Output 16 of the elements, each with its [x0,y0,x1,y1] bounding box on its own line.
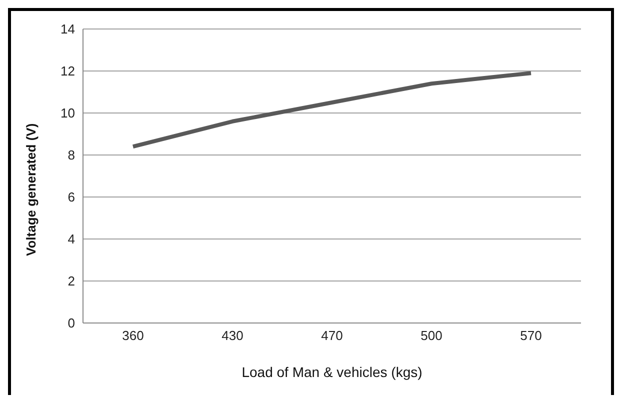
y-tick-label: 4 [68,232,75,247]
y-tick-label: 10 [60,106,75,121]
y-tick-label: 6 [68,190,75,205]
y-tick-label: 0 [68,316,75,331]
x-axis-title: Load of Man & vehicles (kgs) [242,364,422,380]
y-tick-label: 12 [60,64,75,79]
y-tick-label: 2 [68,274,75,289]
x-tick-label: 430 [222,328,244,344]
x-tick-label: 570 [520,328,542,344]
x-tick-label: 360 [122,328,144,344]
x-tick-label: 500 [420,328,442,344]
y-axis-title: Voltage generated (V) [24,123,39,256]
y-tick-label: 14 [60,22,75,37]
line-series [131,71,533,149]
x-tick-label: 470 [321,328,343,344]
y-tick-label: 8 [68,148,75,163]
